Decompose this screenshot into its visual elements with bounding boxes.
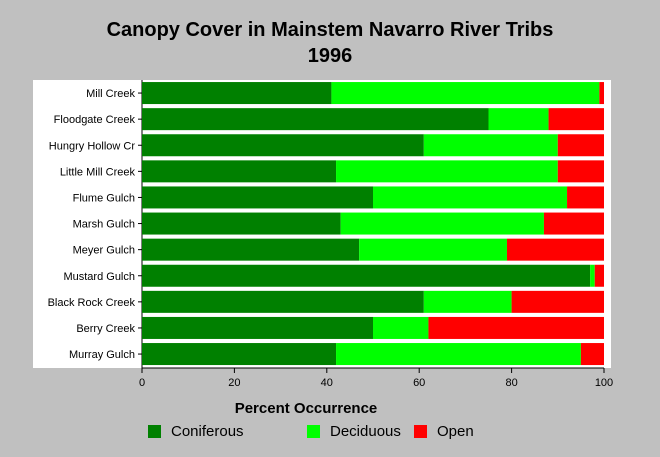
bar-little-mill-creek-deciduous [336, 160, 558, 183]
y-tick-label: Berry Creek [76, 323, 135, 335]
bar-hungry-hollow-cr-open [557, 134, 604, 157]
bar-black-rock-creek-coniferous [142, 290, 424, 313]
x-tick-label: 80 [505, 377, 517, 389]
legend-label: Coniferous [171, 423, 244, 440]
bar-little-mill-creek-coniferous [142, 160, 337, 183]
legend: Coniferous Deciduous Open [0, 423, 660, 443]
bar-little-mill-creek-open [557, 160, 604, 183]
bar-mill-creek-coniferous [142, 82, 332, 105]
bar-mill-creek-deciduous [331, 82, 600, 105]
bar-murray-gulch-deciduous [336, 343, 581, 366]
bar-flume-gulch-open [567, 186, 604, 209]
bar-meyer-gulch-coniferous [142, 238, 360, 261]
legend-item-deciduous: Deciduous [307, 423, 401, 440]
bar-murray-gulch-coniferous [142, 343, 337, 366]
bar-marsh-gulch-coniferous [142, 212, 341, 235]
legend-item-open: Open [414, 423, 474, 440]
bar-flume-gulch-deciduous [373, 186, 568, 209]
bar-murray-gulch-open [580, 343, 604, 366]
y-tick-label: Mustard Gulch [63, 271, 135, 283]
x-tick-label: 60 [413, 377, 425, 389]
bar-mill-creek-open [599, 82, 604, 105]
legend-swatch [148, 425, 161, 438]
y-tick-label: Murray Gulch [69, 349, 135, 361]
chart-subtitle: 1996 [307, 45, 353, 67]
bar-mustard-gulch-deciduous [590, 264, 595, 287]
x-tick-label: 0 [139, 377, 145, 389]
legend-label: Deciduous [330, 423, 401, 440]
x-tick-label: 20 [228, 377, 240, 389]
y-tick-label: Marsh Gulch [73, 219, 135, 231]
y-tick-label: Black Rock Creek [48, 297, 136, 309]
bar-mustard-gulch-coniferous [142, 264, 591, 287]
legend-swatch [414, 425, 427, 438]
legend-swatch [307, 425, 320, 438]
bar-marsh-gulch-open [543, 212, 604, 235]
y-tick-label: Floodgate Creek [54, 114, 136, 126]
bar-floodgate-creek-deciduous [488, 108, 549, 131]
y-tick-label: Flume Gulch [73, 192, 135, 204]
bar-berry-creek-coniferous [142, 316, 373, 339]
bar-black-rock-creek-open [511, 290, 604, 313]
x-tick-label: 40 [321, 377, 333, 389]
bar-hungry-hollow-cr-deciduous [423, 134, 558, 157]
legend-title: Percent Occurrence [234, 400, 378, 417]
bar-floodgate-creek-open [548, 108, 604, 131]
y-tick-label: Meyer Gulch [73, 245, 135, 257]
bar-marsh-gulch-deciduous [340, 212, 544, 235]
bar-floodgate-creek-coniferous [142, 108, 489, 131]
bar-mustard-gulch-open [594, 264, 604, 287]
bar-black-rock-creek-deciduous [423, 290, 512, 313]
bar-berry-creek-open [428, 316, 604, 339]
bar-hungry-hollow-cr-coniferous [142, 134, 424, 157]
bar-meyer-gulch-open [506, 238, 604, 261]
y-tick-label: Little Mill Creek [60, 166, 136, 178]
bar-flume-gulch-coniferous [142, 186, 373, 209]
legend-label: Open [437, 423, 474, 440]
x-tick-label: 100 [595, 377, 613, 389]
chart-title: Canopy Cover in Mainstem Navarro River T… [106, 19, 554, 41]
bar-meyer-gulch-deciduous [359, 238, 507, 261]
y-tick-label: Mill Creek [86, 88, 135, 100]
legend-item-coniferous: Coniferous [148, 423, 244, 440]
y-tick-label: Hungry Hollow Cr [49, 140, 136, 152]
bar-berry-creek-deciduous [373, 316, 429, 339]
